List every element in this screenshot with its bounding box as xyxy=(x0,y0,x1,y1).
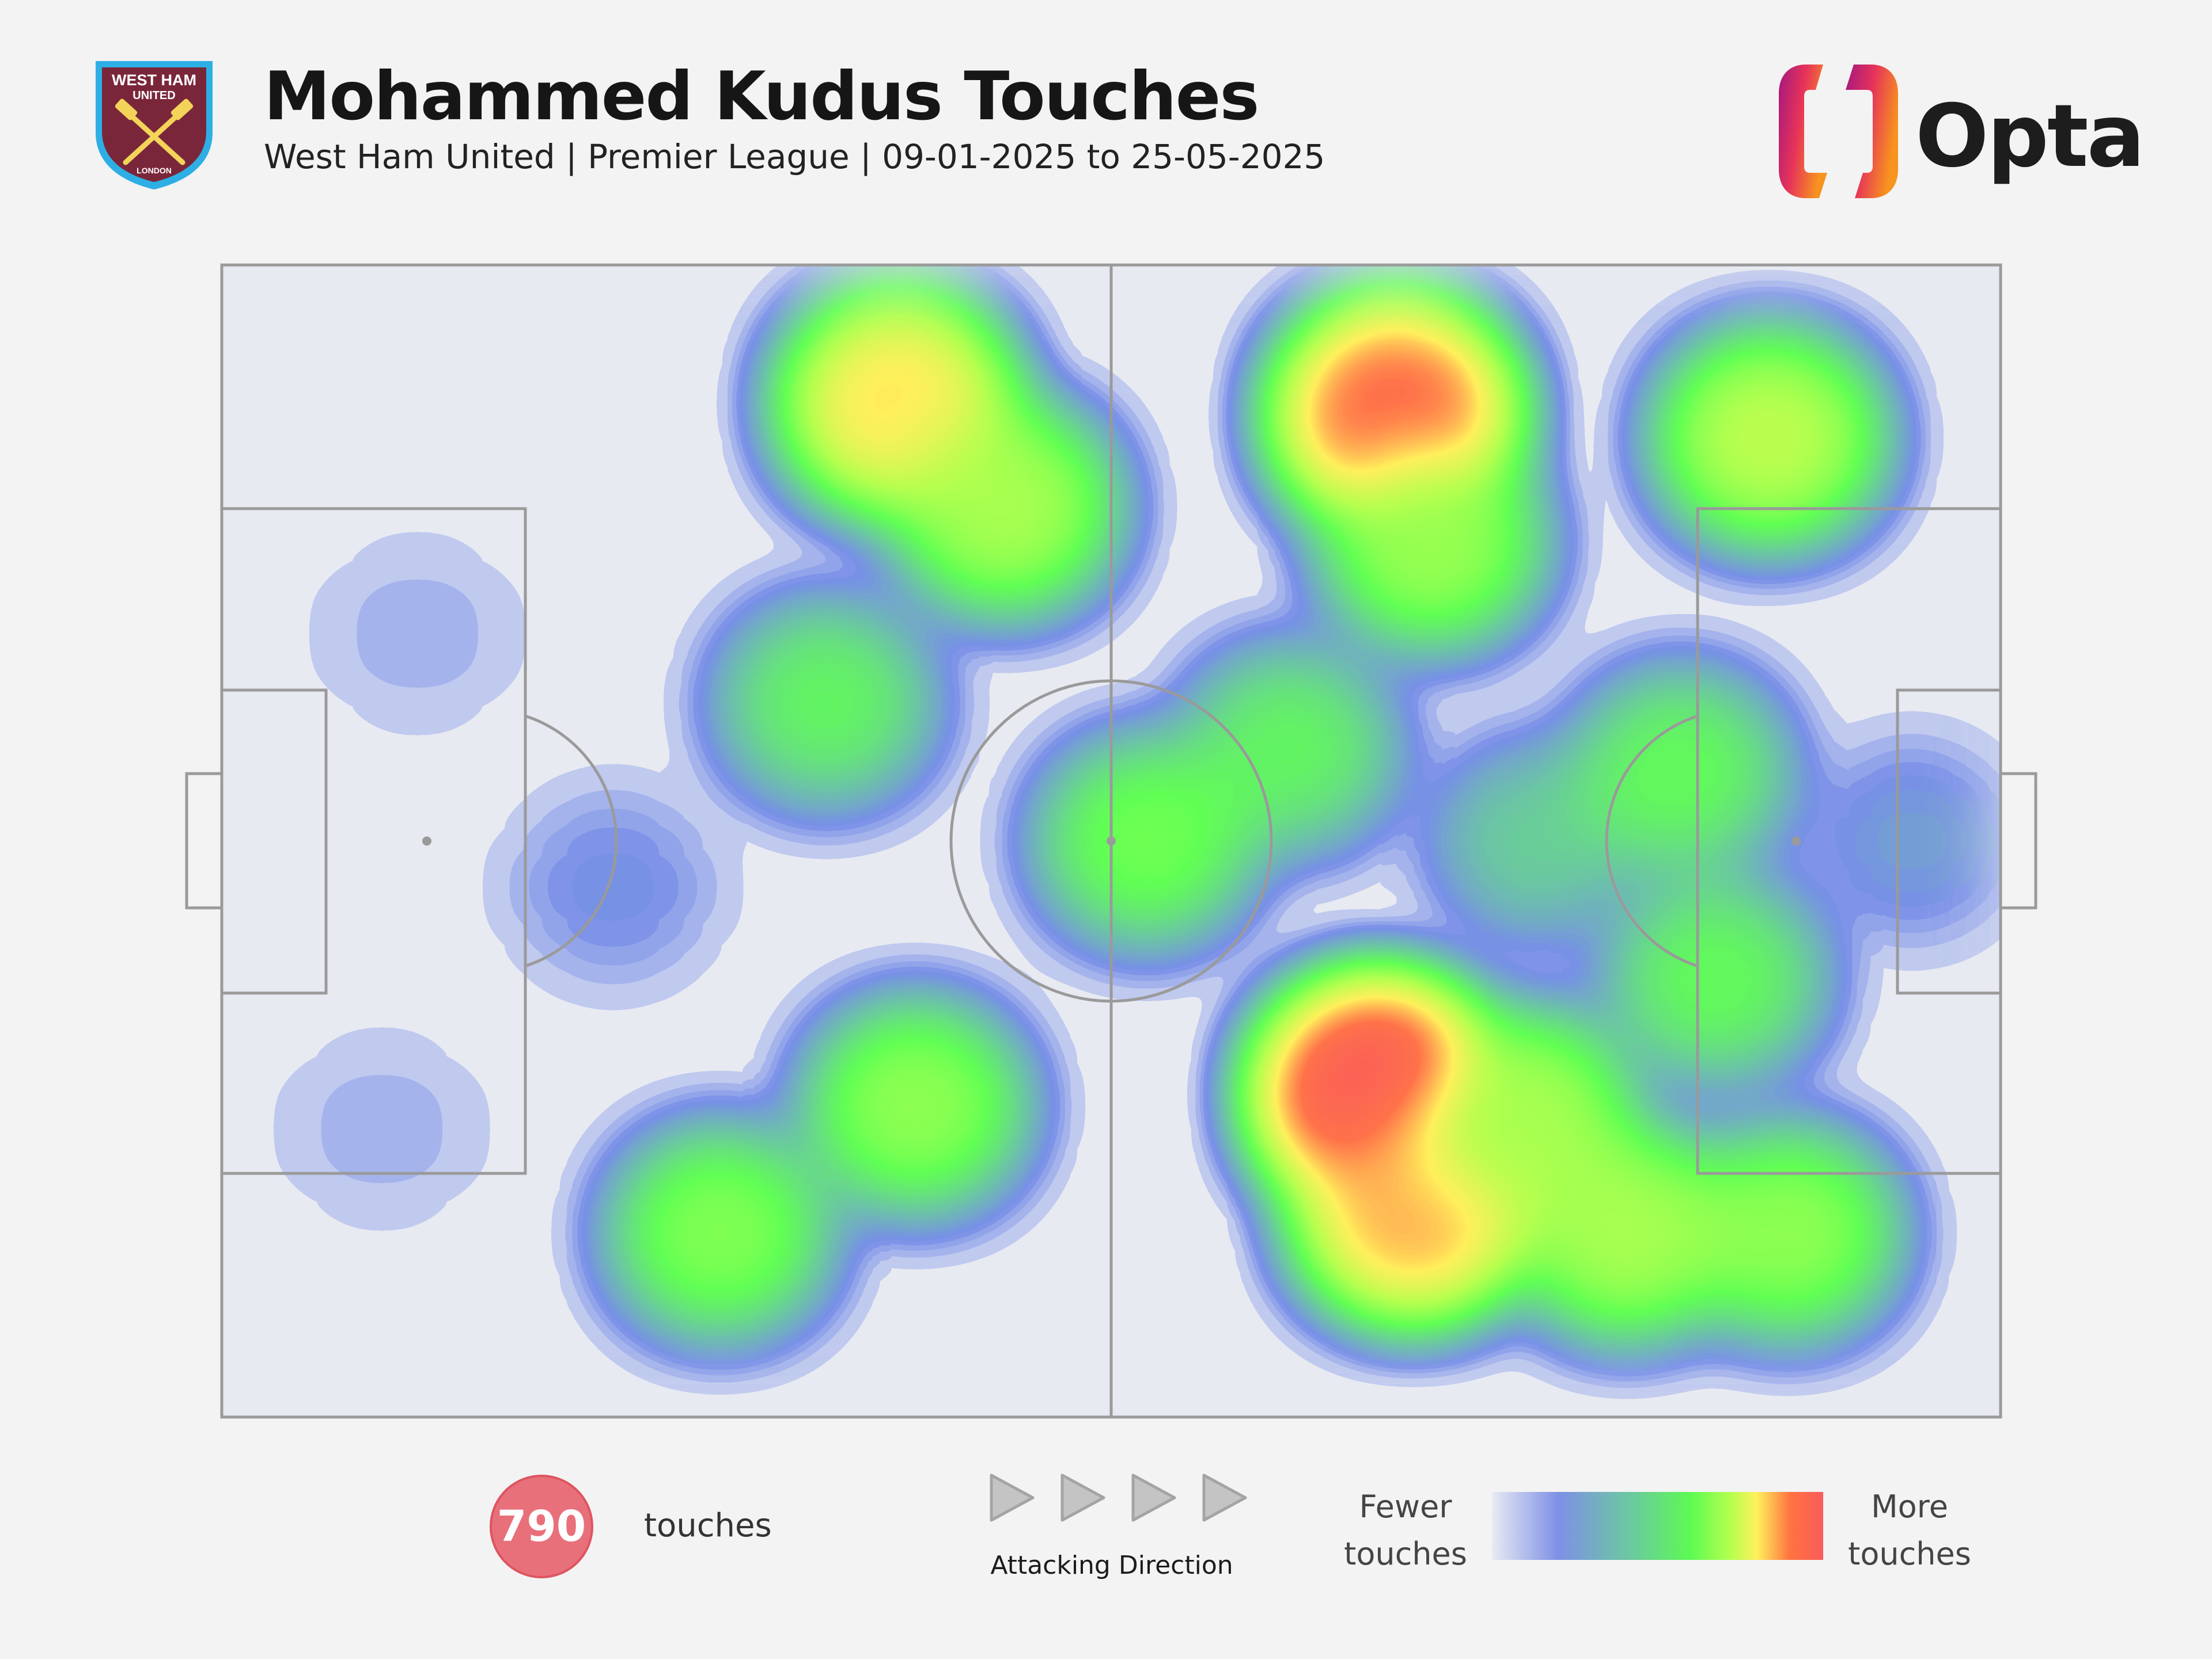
opta-logo: Opta xyxy=(1774,62,2145,206)
heat-hotspot-13 xyxy=(1050,750,1244,932)
heat-hotspot-3 xyxy=(1669,343,1869,532)
heat-hotspot-12 xyxy=(730,613,922,793)
legend-more-line1: More xyxy=(1871,1488,1948,1525)
legend-fewer-line1: Fewer xyxy=(1359,1488,1452,1525)
heat-hotspot-18 xyxy=(523,803,703,971)
heat-hotspot-2 xyxy=(905,414,1104,600)
chart-subtitle: West Ham United | Premier League | 09-01… xyxy=(264,137,1325,176)
west-ham-crest-logo: WEST HAM UNITED LONDON xyxy=(96,61,213,190)
legend-more-line2: touches xyxy=(1848,1536,1971,1572)
chart-title: Mohammed Kudus Touches xyxy=(264,58,1259,135)
attacking-direction-label: Attacking Direction xyxy=(990,1551,1233,1580)
touch-count-badge: 790 xyxy=(490,1475,593,1578)
legend-fewer-label: Fewer touches xyxy=(1319,1483,1492,1578)
heat-hotspot-21 xyxy=(1821,756,2001,926)
heat-hotspot-10 xyxy=(817,1014,1014,1198)
right-penalty-arc xyxy=(1605,714,1698,968)
crest-mid-text: UNITED xyxy=(132,89,175,102)
arrow-icon xyxy=(1060,1474,1105,1522)
heat-hotspot-16 xyxy=(1584,681,1777,862)
left-penalty-spot xyxy=(422,836,431,846)
centre-circle xyxy=(949,679,1273,1003)
heat-hotspot-17 xyxy=(1620,889,1812,1070)
heat-hotspot-9 xyxy=(1689,1141,1885,1325)
heat-hotspot-11 xyxy=(622,1141,817,1325)
heat-hotspot-14 xyxy=(1193,659,1385,839)
touches-label: touches xyxy=(644,1507,772,1544)
crest-bottom-text: LONDON xyxy=(137,166,172,175)
crest-top-text: WEST HAM xyxy=(112,71,196,89)
centre-spot xyxy=(1107,836,1116,846)
right-goal xyxy=(1999,772,2037,910)
attacking-direction-arrows xyxy=(990,1474,1247,1522)
heat-hotspot-8 xyxy=(1528,1139,1726,1326)
heat-hotspot-20 xyxy=(293,1046,471,1212)
legend-fewer-line2: touches xyxy=(1344,1536,1467,1572)
right-penalty-spot xyxy=(1791,836,1801,846)
arrow-icon xyxy=(1202,1474,1247,1522)
arrow-icon xyxy=(990,1474,1035,1522)
legend-more-label: More touches xyxy=(1823,1483,1996,1578)
heat-hotspot-4 xyxy=(1333,449,1530,634)
left-penalty-arc xyxy=(525,714,618,968)
opta-wordmark: Opta xyxy=(1915,86,2145,187)
intensity-legend-bar xyxy=(1492,1492,1823,1560)
heat-hotspot-15 xyxy=(1445,753,1632,929)
arrow-icon xyxy=(1131,1474,1176,1522)
heat-hotspot-19 xyxy=(329,551,506,717)
left-goal xyxy=(185,772,224,910)
opta-mark-icon xyxy=(1779,65,1898,198)
